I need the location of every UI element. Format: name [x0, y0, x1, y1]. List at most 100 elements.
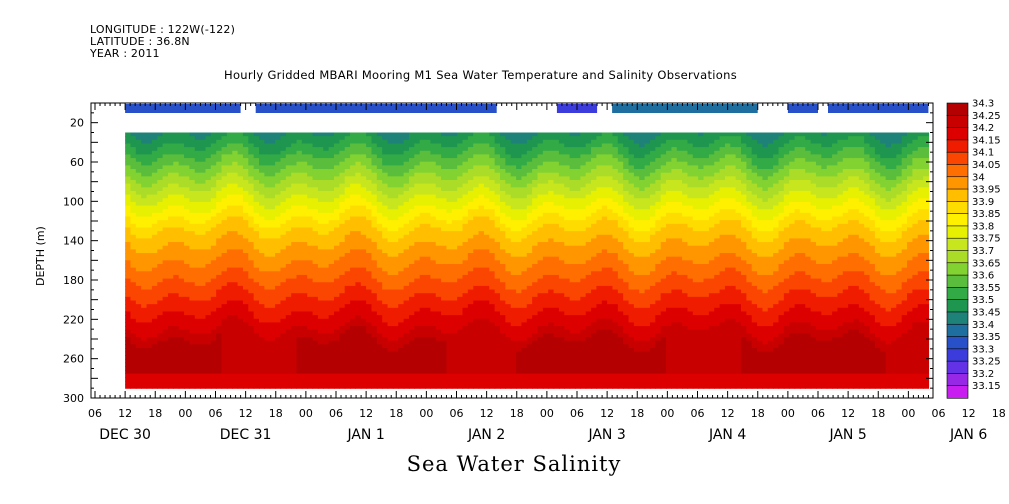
field-cell: [307, 377, 314, 382]
field-cell: [135, 190, 142, 196]
field-cell: [162, 304, 169, 309]
field-cell: [435, 377, 442, 382]
field-cell: [339, 318, 346, 324]
field-cell: [307, 326, 314, 331]
field-cell: [125, 238, 132, 243]
field-cell: [366, 358, 373, 364]
field-cell: [387, 315, 394, 320]
field-cell: [317, 307, 324, 313]
field-cell: [414, 143, 421, 148]
field-cell: [130, 187, 137, 192]
field-cell: [194, 318, 201, 324]
field-cell: [178, 351, 185, 356]
field-cell: [408, 344, 415, 349]
field-cell: [403, 245, 410, 250]
field-cell: [173, 358, 180, 364]
field-cell: [275, 242, 282, 247]
field-cell: [467, 351, 474, 356]
field-cell: [467, 344, 474, 349]
field-cell: [237, 307, 244, 313]
field-cell: [178, 274, 185, 280]
field-cell: [366, 201, 373, 207]
field-cell: [500, 234, 506, 240]
field-cell: [366, 296, 373, 302]
field-cell: [301, 147, 308, 152]
field-cell: [130, 329, 137, 334]
field-cell: [216, 187, 223, 192]
field-cell: [473, 337, 480, 342]
field-cell: [312, 329, 319, 334]
field-cell: [141, 347, 148, 353]
field-cell: [382, 150, 389, 156]
field-cell: [269, 220, 276, 225]
field-cell: [194, 132, 201, 137]
field-cell: [157, 267, 164, 272]
field-cell: [259, 231, 265, 236]
field-cell: [194, 296, 201, 302]
field-cell: [264, 337, 271, 342]
field-cell: [446, 263, 453, 269]
field-cell: [301, 172, 308, 177]
field-cell: [226, 161, 233, 166]
field-cell: [141, 212, 148, 218]
field-cell: [226, 289, 233, 294]
field-cell: [457, 179, 464, 185]
field-cell: [355, 311, 362, 316]
field-cell: [259, 304, 265, 309]
field-cell: [350, 304, 357, 309]
field-cell: [467, 366, 474, 371]
field-cell: [478, 212, 485, 218]
field-cell: [157, 220, 164, 225]
field-cell: [446, 132, 453, 137]
field-cell: [307, 227, 314, 232]
field-cell: [259, 169, 265, 174]
field-cell: [248, 136, 255, 141]
field-cell: [323, 322, 330, 327]
field-cell: [398, 311, 405, 316]
field-cell: [366, 212, 373, 218]
field-cell: [333, 253, 340, 258]
field-cell: [483, 216, 490, 221]
field-cell: [371, 238, 378, 243]
field-cell: [478, 304, 485, 309]
field-cell: [125, 307, 132, 313]
field-cell: [467, 205, 474, 210]
field-cell: [135, 358, 142, 364]
field-cell: [301, 271, 308, 276]
field-cell: [435, 165, 442, 170]
field-cell: [200, 307, 207, 313]
field-cell: [307, 132, 314, 137]
field-cell: [135, 256, 142, 261]
field-cell: [366, 194, 373, 199]
longitude-label: LONGITUDE : 122W(-122): [90, 23, 236, 36]
field-cell: [151, 318, 158, 324]
field-cell: [344, 351, 351, 356]
field-cell: [307, 347, 314, 353]
field-cell: [371, 322, 378, 327]
field-cell: [430, 329, 437, 334]
field-cell: [210, 249, 217, 254]
field-cell: [435, 289, 442, 294]
field-cell: [408, 318, 415, 324]
field-cell: [478, 329, 485, 334]
field-cell: [430, 300, 437, 305]
field-cell: [264, 271, 271, 276]
field-cell: [237, 201, 244, 207]
field-cell: [184, 267, 190, 272]
field-cell: [430, 150, 437, 156]
field-cell: [360, 194, 367, 199]
field-cell: [259, 344, 265, 349]
field-cell: [253, 282, 260, 287]
field-cell: [264, 220, 271, 225]
field-cell: [221, 271, 228, 276]
field-cell: [392, 220, 399, 225]
field-cell: [457, 249, 464, 254]
field-cell: [221, 373, 228, 378]
field-cell: [210, 267, 217, 272]
field-cell: [296, 326, 303, 331]
field-cell: [323, 333, 330, 338]
field-cell: [419, 333, 426, 338]
field-cell: [194, 231, 201, 236]
field-cell: [296, 285, 303, 291]
field-cell: [408, 165, 415, 170]
